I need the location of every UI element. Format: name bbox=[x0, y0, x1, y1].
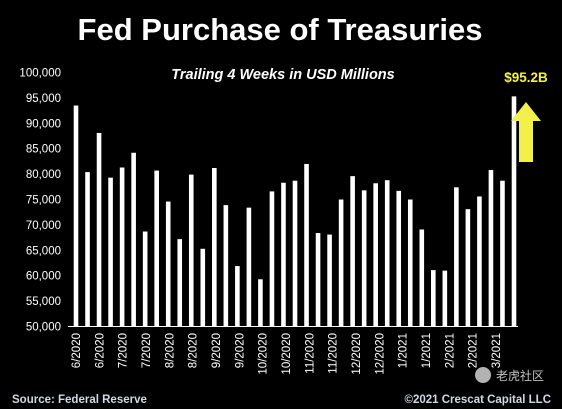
x-tick-label: 9/2020 bbox=[211, 333, 223, 368]
x-tick-label: 8/2020 bbox=[164, 333, 176, 368]
bar bbox=[465, 209, 471, 326]
y-tick-label: 70,000 bbox=[26, 220, 61, 232]
bar bbox=[315, 233, 321, 326]
y-tick-label: 80,000 bbox=[26, 169, 61, 181]
bar bbox=[258, 279, 263, 326]
bar bbox=[373, 183, 378, 326]
y-tick-label: 65,000 bbox=[26, 245, 61, 257]
x-tick-label: 10/2020 bbox=[258, 333, 270, 375]
chart-title: Fed Purchase of Treasuries bbox=[78, 12, 483, 47]
watermark: 老虎社区 bbox=[475, 367, 544, 383]
bar bbox=[396, 190, 402, 326]
bar bbox=[131, 152, 136, 326]
bar bbox=[85, 172, 90, 326]
x-tick-label: 12/2020 bbox=[351, 333, 363, 375]
x-tick-label: 7/2020 bbox=[118, 333, 130, 368]
y-tick-label: 75,000 bbox=[26, 195, 61, 207]
bar bbox=[281, 182, 286, 326]
bar bbox=[235, 266, 240, 326]
y-tick-label: 90,000 bbox=[26, 118, 61, 130]
bar bbox=[177, 239, 183, 326]
x-tick-label: 6/2020 bbox=[94, 333, 106, 368]
x-tick-label: 11/2020 bbox=[304, 333, 316, 374]
callout: $95.2B bbox=[504, 70, 548, 162]
bar bbox=[108, 177, 113, 326]
x-tick-label: 10/2020 bbox=[281, 333, 293, 375]
y-tick-label: 85,000 bbox=[26, 144, 61, 156]
callout-label: $95.2B bbox=[504, 70, 548, 85]
watermark-text: 老虎社区 bbox=[496, 368, 544, 383]
x-tick-label: 8/2020 bbox=[188, 333, 200, 368]
y-tick-label: 100,000 bbox=[19, 68, 61, 80]
bar bbox=[442, 270, 448, 326]
watermark-logo-icon bbox=[475, 367, 491, 383]
source-label: Source: Federal Reserve bbox=[12, 394, 147, 406]
y-tick-label: 55,000 bbox=[26, 296, 61, 308]
bar bbox=[304, 163, 309, 326]
bar-series bbox=[73, 96, 517, 326]
bar bbox=[154, 170, 159, 326]
bar bbox=[119, 167, 125, 326]
bar bbox=[188, 174, 194, 326]
bar bbox=[212, 168, 217, 326]
arrow-up-icon bbox=[511, 102, 541, 162]
bar bbox=[338, 199, 344, 326]
x-tick-label: 1/2021 bbox=[398, 333, 410, 368]
x-tick-label: 11/2020 bbox=[328, 333, 340, 374]
x-axis: 6/2020 6/2020 7/2020 7/2020 8/2020 8/2020 9/20… bbox=[68, 326, 518, 375]
bar bbox=[407, 199, 413, 326]
x-tick-label: 9/2020 bbox=[234, 333, 246, 368]
x-tick-label: 7/2020 bbox=[141, 333, 153, 368]
chart-subtitle: Trailing 4 Weeks in USD Millions bbox=[171, 67, 394, 83]
x-tick-label: 1/2021 bbox=[421, 333, 433, 368]
bar bbox=[454, 187, 459, 326]
x-tick-label: 3/2021 bbox=[491, 333, 503, 368]
y-tick-label: 95,000 bbox=[26, 93, 61, 105]
bar bbox=[73, 105, 79, 326]
bar bbox=[246, 207, 252, 326]
bar bbox=[165, 201, 171, 326]
x-tick-label: 12/2020 bbox=[374, 333, 386, 375]
y-axis: 50,000 55,000 60,000 65,000 70,000 75,000 80,0… bbox=[19, 68, 61, 334]
y-tick-label: 50,000 bbox=[26, 322, 61, 334]
bar bbox=[384, 180, 390, 326]
bar bbox=[488, 170, 494, 326]
bar bbox=[361, 190, 367, 326]
bar bbox=[292, 180, 298, 326]
copyright-label: ©2021 Crescat Capital LLC bbox=[404, 394, 551, 406]
x-tick-label: 2/2021 bbox=[444, 333, 456, 368]
bar bbox=[223, 205, 229, 326]
y-tick-label: 60,000 bbox=[26, 271, 61, 283]
bar bbox=[96, 132, 102, 326]
x-tick-label: 2/2021 bbox=[468, 333, 480, 368]
bar bbox=[511, 96, 517, 326]
bar bbox=[419, 229, 425, 326]
bar bbox=[500, 180, 505, 326]
bar bbox=[269, 191, 275, 326]
bar bbox=[431, 270, 436, 326]
bar bbox=[327, 234, 332, 326]
bar bbox=[477, 196, 482, 326]
x-tick-label: 6/2020 bbox=[71, 333, 83, 368]
bar bbox=[142, 231, 148, 326]
bar bbox=[200, 248, 206, 326]
bar bbox=[350, 176, 355, 326]
